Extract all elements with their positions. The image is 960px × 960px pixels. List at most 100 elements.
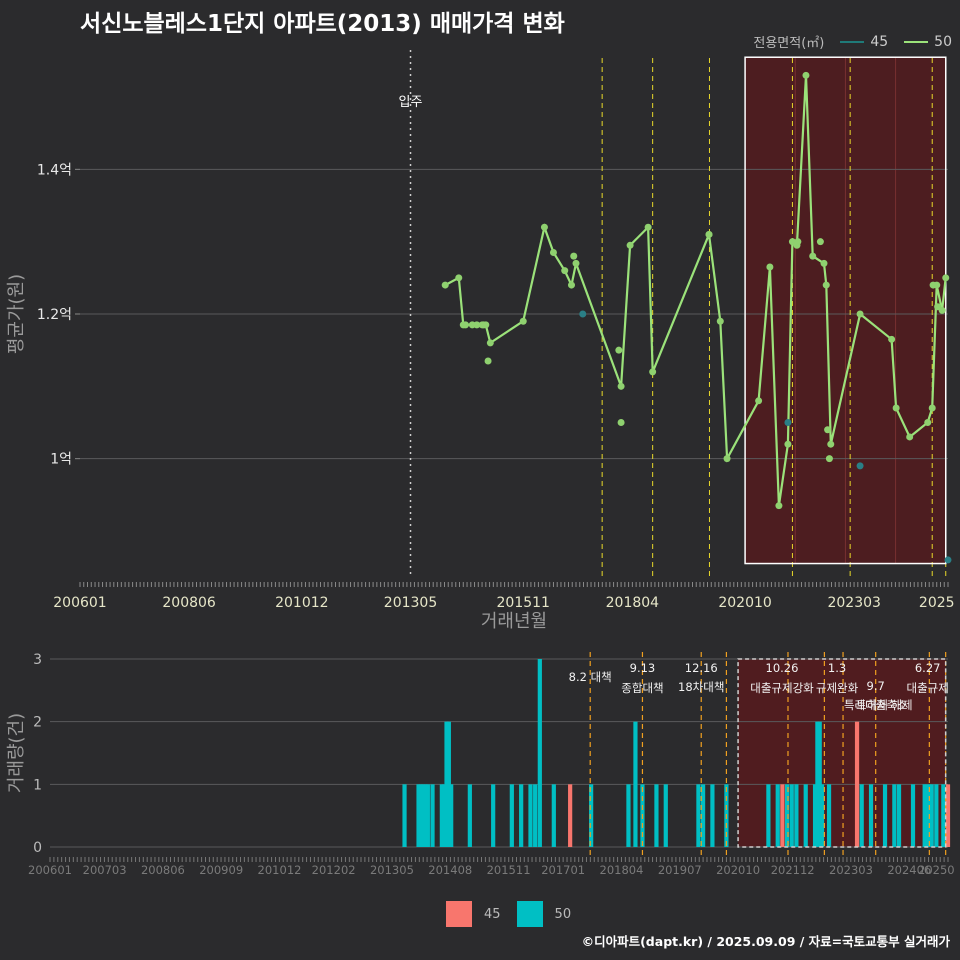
series-point-50 bbox=[455, 274, 463, 282]
x-tick-label: 201305 bbox=[384, 595, 437, 611]
x-tick-label-bottom: 201511 bbox=[487, 863, 531, 877]
series-point-50 bbox=[784, 440, 792, 448]
policy-name-label: 대출규제 bbox=[907, 681, 949, 695]
bar-45 bbox=[854, 721, 860, 847]
policy-name-label: 대출규제강화 bbox=[750, 681, 814, 695]
x-tick-label-bottom: 202406 bbox=[887, 863, 931, 877]
x-tick-label-bottom: 201202 bbox=[312, 863, 356, 877]
bar-50 bbox=[416, 784, 421, 847]
bar-50 bbox=[442, 784, 447, 847]
bar-50 bbox=[491, 784, 496, 847]
series-point-50 bbox=[572, 259, 580, 267]
bar-50 bbox=[929, 784, 934, 847]
x-tick-label: 201012 bbox=[275, 595, 328, 611]
series-point-50 bbox=[929, 281, 937, 289]
policy-date-label: 9.7 bbox=[867, 679, 885, 693]
y-tick-label: 1.4억 bbox=[37, 162, 72, 178]
bar-50 bbox=[700, 784, 706, 847]
policy-name-label: 토허제 해제 bbox=[856, 698, 913, 712]
x-tick-label-bottom: 200909 bbox=[199, 863, 243, 877]
series-point-50 bbox=[615, 346, 623, 354]
series-point-50 bbox=[822, 281, 830, 289]
series-point-45 bbox=[784, 418, 792, 426]
bar-50 bbox=[784, 784, 790, 847]
series-point-50 bbox=[809, 252, 817, 260]
x-tick-label: 202303 bbox=[827, 595, 880, 611]
series-point-50 bbox=[540, 223, 548, 231]
x-tick-label: 200806 bbox=[162, 595, 216, 611]
bar-50 bbox=[425, 784, 430, 847]
legend-bottom-label-45: 45 bbox=[484, 906, 501, 922]
series-point-50 bbox=[716, 317, 724, 325]
bar-50 bbox=[663, 784, 668, 847]
bar-50 bbox=[910, 784, 916, 847]
series-point-50 bbox=[723, 455, 731, 463]
legend-bottom: 45 50 bbox=[446, 901, 571, 927]
y-tick-label: 1억 bbox=[50, 452, 72, 468]
bar-50 bbox=[423, 784, 428, 847]
series-point-50 bbox=[549, 249, 557, 257]
footer-source: ©디아파트(dapt.kr) / 2025.09.09 / 자료=국토교통부 실… bbox=[581, 934, 950, 949]
series-point-50 bbox=[892, 404, 900, 412]
x-tick-label: 200601 bbox=[53, 595, 106, 611]
series-point-50 bbox=[766, 263, 774, 271]
series-point-50 bbox=[570, 252, 578, 260]
series-point-50 bbox=[567, 281, 575, 289]
x-tick-label-bottom: 200806 bbox=[141, 863, 185, 877]
series-point-50 bbox=[775, 502, 783, 510]
bar-50 bbox=[626, 784, 631, 847]
bar-50 bbox=[934, 784, 939, 847]
bar-50 bbox=[402, 784, 407, 847]
bar-50 bbox=[922, 784, 927, 847]
series-point-50 bbox=[644, 223, 652, 231]
y-tick-label-bottom: 1 bbox=[33, 777, 42, 793]
bar-50 bbox=[528, 784, 533, 847]
x-axis-title: 거래년월 bbox=[481, 611, 547, 632]
series-point-50 bbox=[827, 440, 835, 448]
series-point-50 bbox=[561, 267, 569, 275]
series-point-50 bbox=[888, 335, 896, 343]
series-point-50 bbox=[462, 321, 470, 329]
x-tick-label-bottom: 201305 bbox=[370, 863, 414, 877]
series-point-50 bbox=[617, 418, 625, 426]
series-point-50 bbox=[825, 455, 833, 463]
y-tick-label: 1.2억 bbox=[37, 307, 72, 323]
series-point-50 bbox=[934, 303, 942, 311]
x-tick-label: 201804 bbox=[606, 595, 660, 611]
legend-top: 전용면적(㎡) 45 50 bbox=[753, 32, 952, 52]
bar-50 bbox=[467, 784, 472, 847]
x-tick-label-bottom: 201408 bbox=[428, 863, 472, 877]
policy-name-label: 8.2 대책 bbox=[569, 670, 612, 684]
legend-label-50: 50 bbox=[934, 33, 952, 50]
bar-50 bbox=[924, 784, 930, 847]
series-point-50 bbox=[794, 238, 802, 246]
series-point-50 bbox=[519, 317, 527, 325]
policy-name-label: 18차대책 bbox=[678, 680, 724, 694]
series-point-50 bbox=[816, 238, 824, 246]
bar-50 bbox=[418, 784, 423, 847]
bar-50 bbox=[430, 784, 435, 847]
legend-bottom-label-50: 50 bbox=[554, 906, 572, 922]
y-axis-title: 평균가(원) bbox=[6, 274, 27, 354]
highlight-box bbox=[744, 56, 947, 565]
bar-50 bbox=[533, 784, 538, 847]
bar-50 bbox=[710, 784, 715, 847]
x-tick-label-bottom: 201701 bbox=[541, 863, 585, 877]
series-point-50 bbox=[473, 321, 481, 329]
bar-50 bbox=[633, 721, 638, 847]
series-point-45 bbox=[944, 556, 952, 564]
x-tick-label-bottom: 201012 bbox=[258, 863, 302, 877]
bar-50 bbox=[868, 784, 874, 847]
series-point-50 bbox=[906, 433, 914, 441]
policy-date-label: 12.16 bbox=[685, 661, 718, 675]
bar-50 bbox=[654, 784, 659, 847]
bar-50 bbox=[589, 784, 594, 847]
bar-50 bbox=[775, 784, 780, 847]
bar-50 bbox=[826, 784, 832, 847]
bar-50 bbox=[815, 721, 820, 847]
bar-50 bbox=[789, 784, 794, 847]
policy-date-label: 9.13 bbox=[630, 661, 656, 675]
bar-50 bbox=[444, 721, 449, 847]
series-point-50 bbox=[755, 397, 763, 405]
